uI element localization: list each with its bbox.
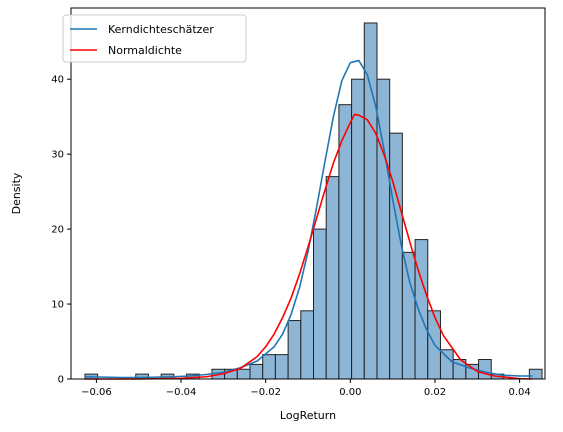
y-tick-label: 40: [51, 75, 64, 86]
histogram-bar: [338, 104, 353, 380]
legend: Kerndichteschätzer Normaldichte: [62, 14, 247, 63]
x-axis-title: LogReturn: [280, 409, 336, 422]
histogram-bar: [236, 368, 251, 380]
y-tick-label: 0: [58, 375, 64, 386]
legend-box: [62, 14, 247, 63]
histogram-bar: [401, 251, 416, 380]
y-tick-label: 20: [51, 225, 64, 236]
x-axis: −0.06 −0.04 −0.02 0.00 0.02 0.04: [81, 379, 531, 398]
histogram-bar: [249, 363, 264, 380]
histogram-bar: [351, 78, 365, 380]
histogram-bar: [325, 176, 340, 380]
density-lines: [84, 59, 533, 380]
x-tick-label: −0.04: [166, 387, 197, 398]
histogram-bar: [439, 349, 454, 380]
y-tick-label: 10: [51, 300, 64, 311]
x-tick-label: −0.06: [81, 387, 112, 398]
x-tick-label: 0.00: [339, 387, 361, 398]
y-axis: 0 10 20 30 40: [51, 75, 71, 386]
plot-frame: [70, 7, 546, 380]
x-tick-label: 0.02: [424, 387, 446, 398]
normal-density-line: [84, 113, 533, 380]
histogram-bar: [389, 132, 403, 380]
histogram-bar: [363, 22, 378, 380]
y-tick-label: 30: [51, 150, 64, 161]
plot-area: [70, 7, 546, 380]
histogram-bar: [287, 320, 302, 380]
x-tick-label: 0.04: [508, 387, 530, 398]
histogram-bar: [300, 310, 315, 380]
histogram-bar: [274, 354, 289, 380]
histogram-bar: [262, 354, 276, 380]
x-tick-label: −0.02: [250, 387, 281, 398]
histogram-bar: [478, 359, 492, 380]
histogram-bar: [414, 239, 429, 380]
y-axis-title: Density: [10, 172, 23, 214]
legend-label-normal: Normaldichte: [108, 44, 182, 57]
legend-label-kde: Kerndichteschätzer: [108, 23, 214, 36]
kde-line: [84, 59, 533, 379]
histogram-bar: [313, 228, 327, 380]
histogram-bar: [528, 368, 543, 380]
histogram-bars: [84, 22, 543, 380]
